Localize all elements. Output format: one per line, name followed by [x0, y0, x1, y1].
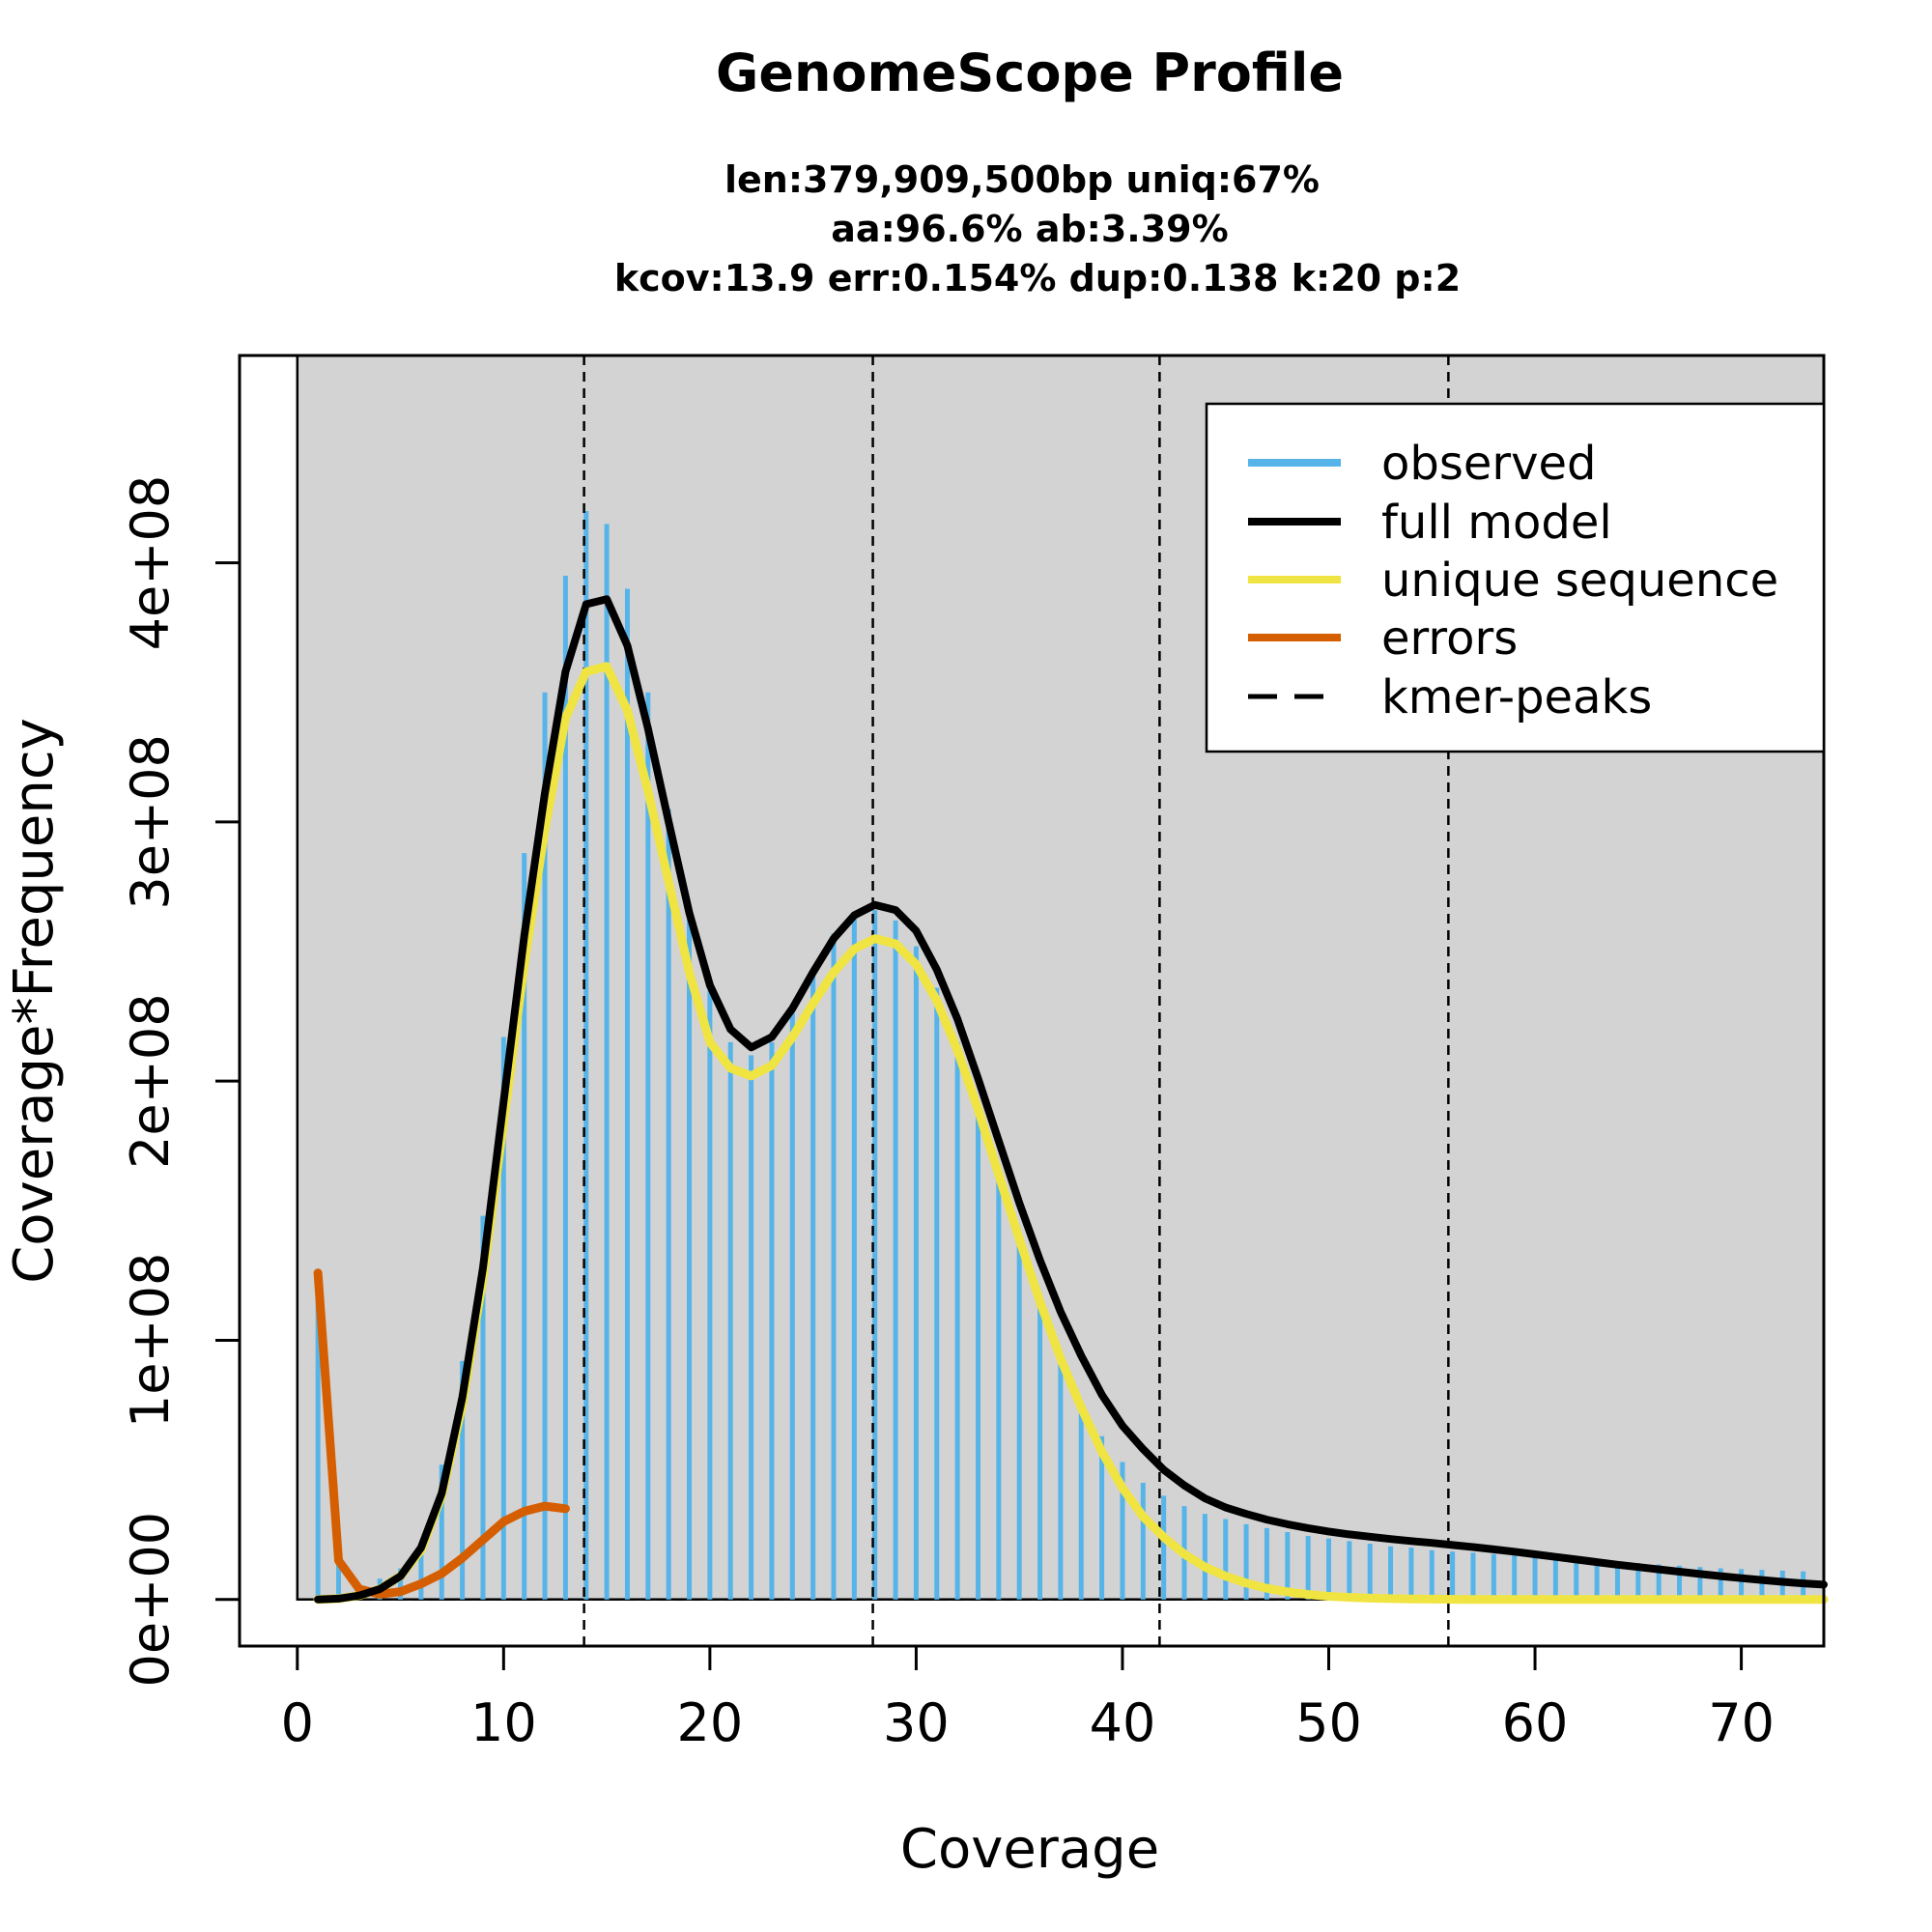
x-tick-label: 20 — [677, 1692, 744, 1753]
chart-subtitle-line-1: len:379,909,500bp uniq:67% — [724, 158, 1320, 201]
x-tick-label: 30 — [883, 1692, 950, 1753]
legend-label-unique-sequence: unique sequence — [1381, 554, 1778, 608]
x-tick-label: 60 — [1502, 1692, 1569, 1753]
x-axis: 0 10 20 30 40 50 60 70 — [281, 1646, 1775, 1753]
kmer-peak-lines — [582, 355, 1450, 1646]
y-tick-label: 2e+08 — [120, 993, 181, 1169]
x-axis-label: Coverage — [900, 1818, 1159, 1881]
chart-title: GenomeScope Profile — [716, 43, 1344, 103]
x-tick-label: 70 — [1708, 1692, 1775, 1753]
y-tick-label: 1e+08 — [120, 1253, 181, 1429]
x-tick-label: 0 — [281, 1692, 314, 1753]
chart-subtitle-line-3: kcov:13.9 err:0.154% dup:0.138 k:20 p:2 — [614, 257, 1461, 299]
x-tick-label: 40 — [1090, 1692, 1156, 1753]
legend-label-errors: errors — [1381, 611, 1518, 666]
chart-subtitle-line-2: aa:96.6% ab:3.39% — [831, 208, 1228, 250]
legend-label-kmer-peaks: kmer-peaks — [1381, 670, 1652, 724]
legend-label-full-model: full model — [1381, 496, 1612, 550]
full-model-line — [314, 595, 1828, 1604]
legend-label-observed: observed — [1381, 437, 1597, 491]
y-axis-label: Coverage*Frequency — [3, 718, 66, 1284]
x-tick-label: 10 — [470, 1692, 537, 1753]
unique-sequence-line — [313, 662, 1829, 1605]
errors-line — [313, 1268, 570, 1599]
y-axis: 0e+00 1e+08 2e+08 3e+08 4e+08 — [120, 475, 240, 1688]
y-tick-label: 0e+00 — [120, 1512, 181, 1688]
legend: observed full model unique sequence erro… — [1205, 402, 1826, 753]
y-tick-label: 4e+08 — [120, 475, 181, 651]
plot-border — [238, 354, 1826, 1648]
y-tick-label: 3e+08 — [120, 734, 181, 910]
observed-bars — [315, 510, 1806, 1600]
x-tick-label: 50 — [1295, 1692, 1362, 1753]
